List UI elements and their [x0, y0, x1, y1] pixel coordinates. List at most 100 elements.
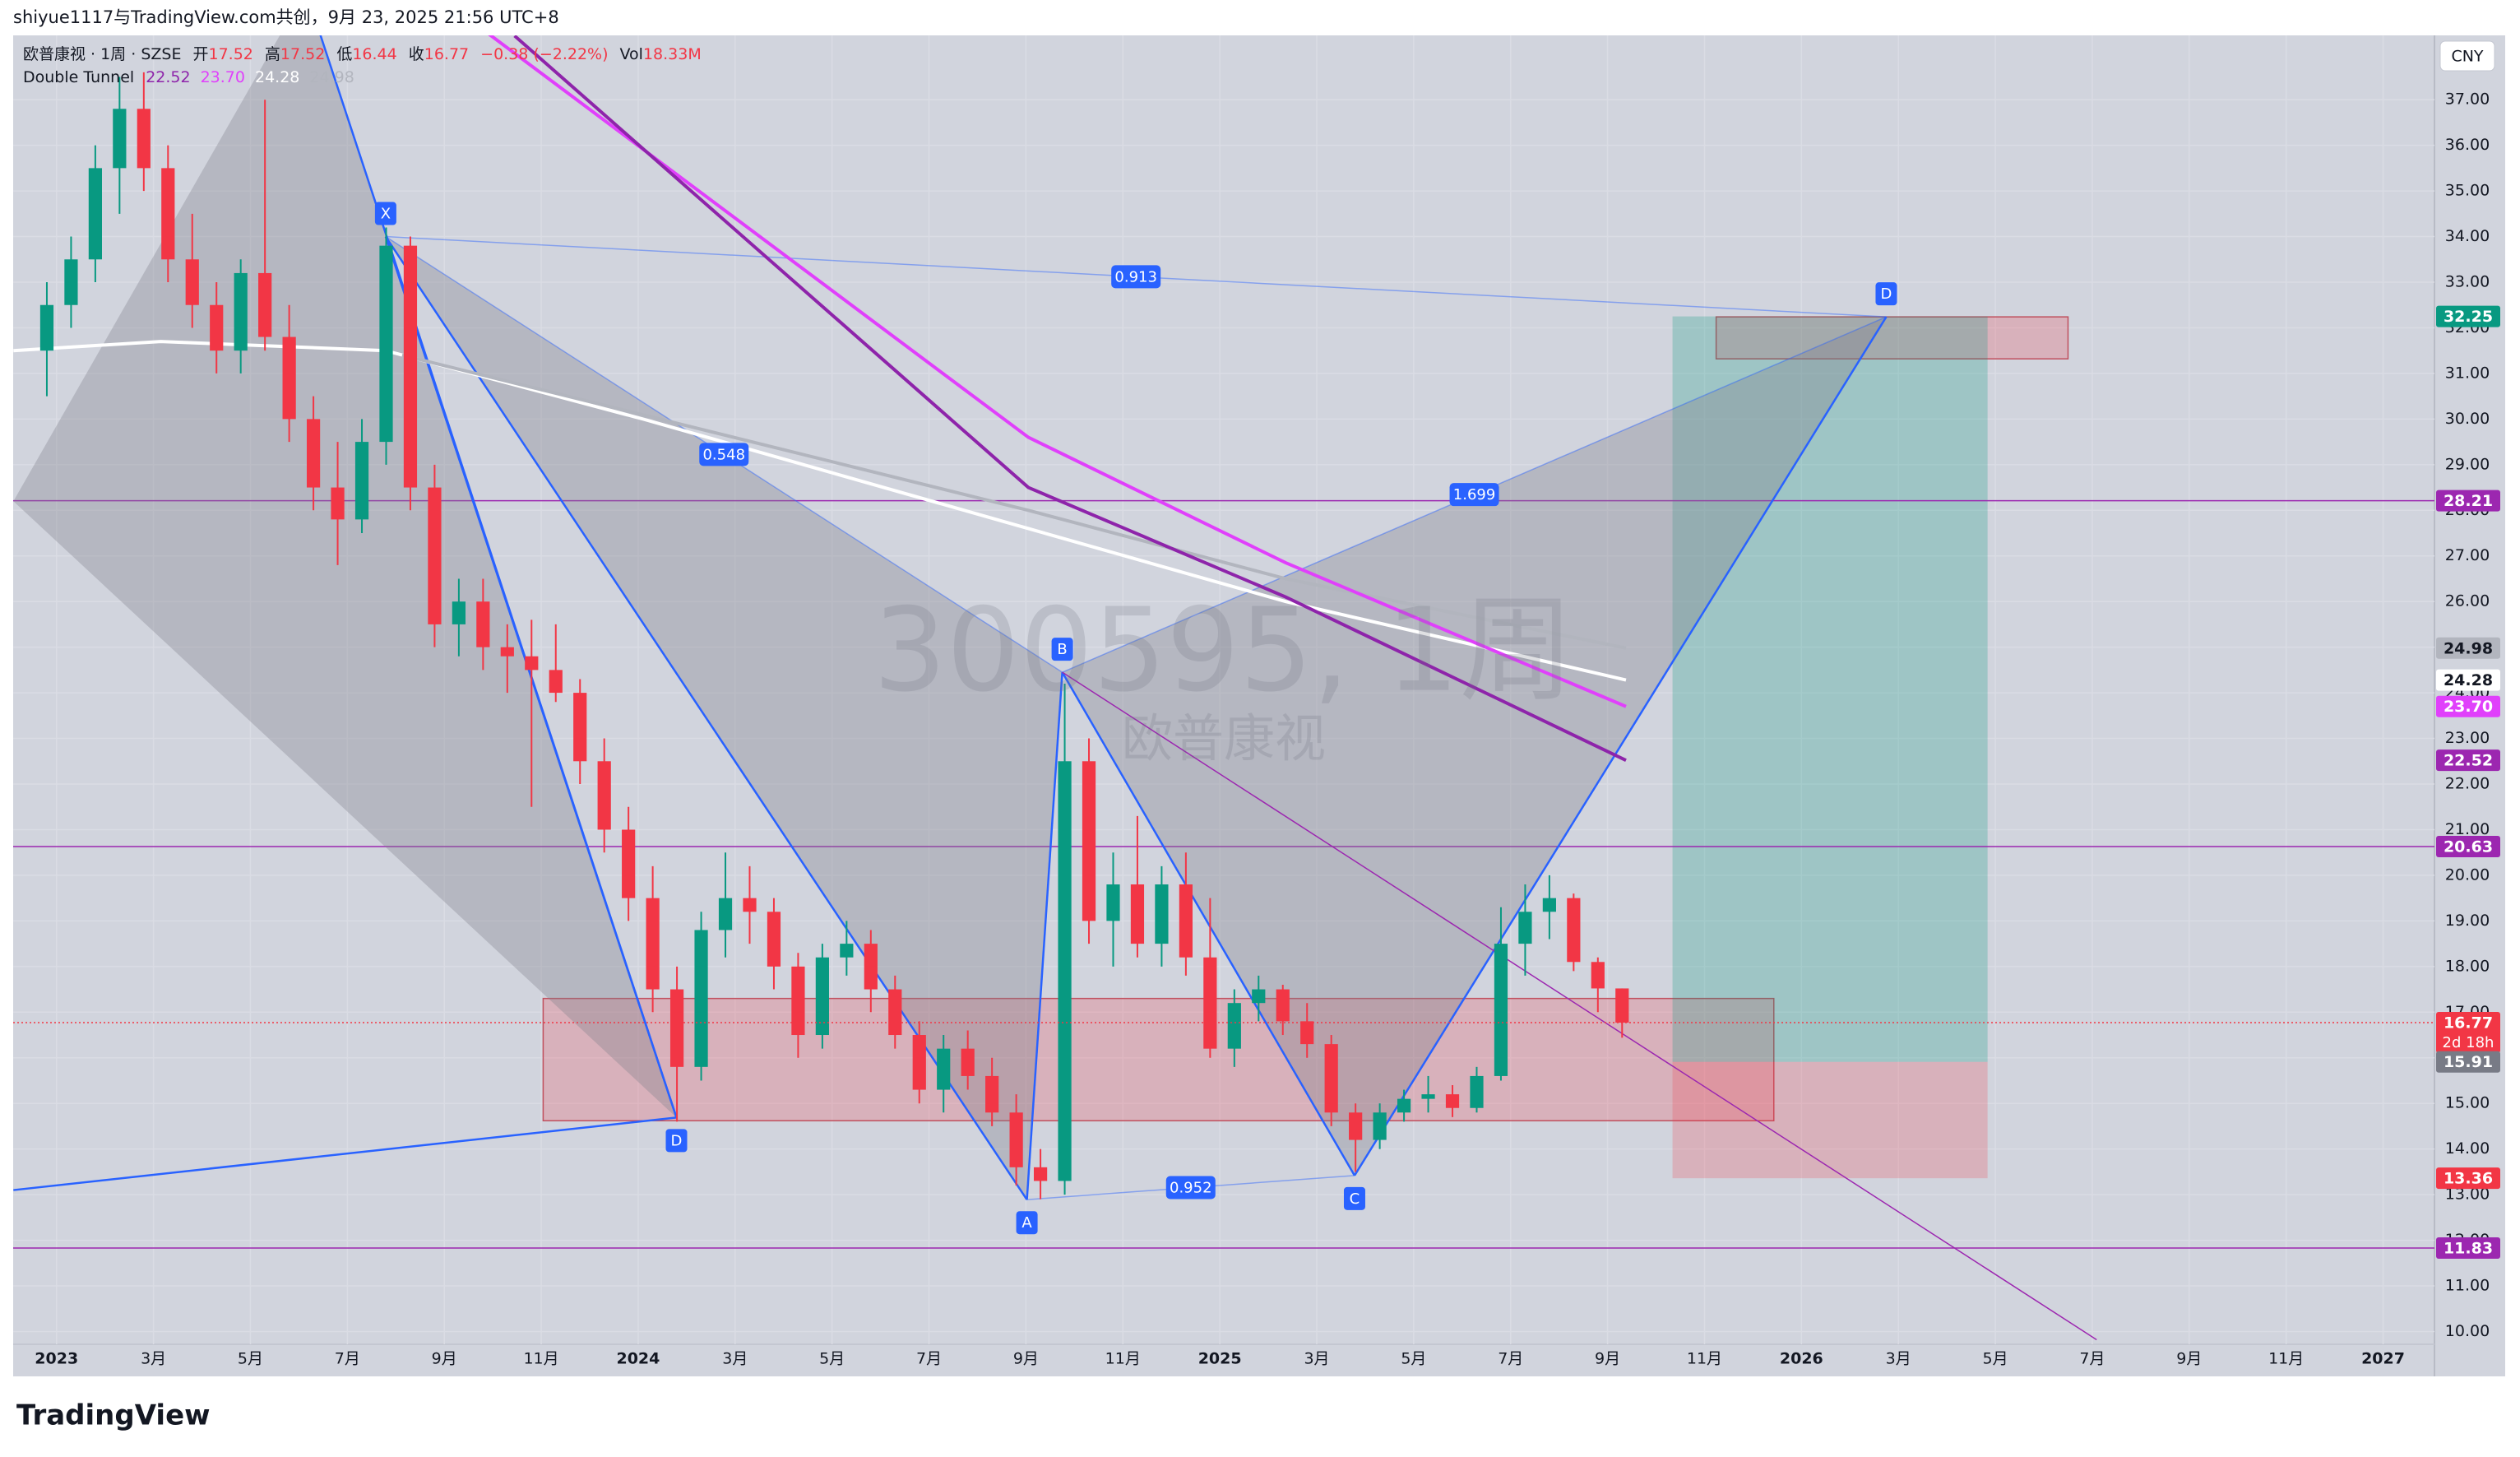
price-badge-label: 22.52 [2444, 752, 2493, 770]
indicator-value: 23.70 [201, 68, 245, 86]
x-tick-label: 7月 [335, 1350, 360, 1368]
brand: TradingView [16, 1399, 211, 1432]
x-tick-label: 3月 [722, 1350, 748, 1368]
candle-body [1373, 1112, 1387, 1140]
ohlc-value: 16.77 [424, 45, 469, 63]
point-box [374, 202, 396, 225]
candle-body [597, 761, 611, 830]
x-tick-label: 11月 [1687, 1350, 1722, 1368]
candle-body [985, 1075, 999, 1113]
candle-body [791, 966, 805, 1036]
credit: shiyue1117与TradingView.com共创，9月 23, 2025… [13, 7, 559, 27]
candle-body [1082, 761, 1096, 921]
candle-body [1203, 957, 1217, 1049]
x-tick-label: 7月 [1498, 1350, 1523, 1368]
candle-body [1227, 1003, 1241, 1049]
currency-button[interactable] [2439, 40, 2495, 72]
price-badge [2436, 1012, 2500, 1054]
plot [13, 35, 2434, 1344]
position-loss [1672, 1061, 1988, 1179]
x-tick-label: 3月 [1304, 1350, 1329, 1368]
candle-body [137, 109, 151, 169]
point-label: A [1021, 1214, 1032, 1232]
y-tick-label: 10.00 [2445, 1322, 2490, 1340]
y-tick-label: 20.00 [2445, 865, 2490, 884]
candle-body [331, 487, 345, 520]
candle-body [428, 487, 442, 624]
candle-body [452, 601, 466, 624]
candle-body [646, 898, 660, 990]
x-tick-label: 9月 [2176, 1350, 2202, 1368]
point-label: B [1057, 641, 1067, 658]
ohlc-value: 17.52 [280, 45, 325, 63]
y-tick-label: 15.00 [2445, 1094, 2490, 1112]
candle-body [912, 1035, 926, 1090]
candle-body [694, 930, 708, 1067]
symbol: 欧普康视 · 1周 · SZSE [23, 45, 181, 63]
candle-body [1397, 1098, 1411, 1113]
price-badge [2436, 749, 2500, 772]
price-badge [2436, 1051, 2500, 1073]
candle-body [379, 245, 393, 443]
candle-body [306, 419, 321, 488]
x-tick-label: 9月 [1013, 1350, 1039, 1368]
ohlc-key: 高 [265, 45, 280, 63]
point-box [1051, 638, 1073, 661]
point-label: X [381, 206, 391, 223]
y-tick-label: 33.00 [2445, 273, 2490, 291]
pattern-line [1026, 672, 1063, 1200]
y-tick-label: 11.00 [2445, 1277, 2490, 1295]
ratio-label: 0.952 [1170, 1180, 1212, 1197]
zone [1715, 316, 2069, 360]
candle-body [1276, 989, 1290, 1022]
candle-body [549, 670, 563, 694]
candle-body [161, 168, 175, 260]
y-tick-label: 37.00 [2445, 90, 2490, 109]
legend-row: Double Tunnel 22.52 23.70 24.28 24.98 [23, 68, 354, 86]
candle-body [622, 829, 636, 898]
currency[interactable]: CNY [2451, 48, 2483, 66]
candle-body [1349, 1112, 1363, 1140]
price-badge-label: 15.91 [2444, 1053, 2493, 1071]
ohlc-key: 开 [192, 45, 208, 63]
price-badge [2436, 695, 2500, 717]
legend-row: 欧普康视 · 1周 · SZSE 开17.52 高17.52 低16.44 收16.77… [23, 45, 702, 63]
position-profit [1672, 316, 1988, 1062]
price-badge [2436, 1237, 2500, 1259]
y-tick-label: 27.00 [2445, 546, 2490, 564]
candle-body [403, 245, 418, 488]
candle-body [1421, 1094, 1435, 1099]
watermark-name: 欧普康视 [1122, 708, 1326, 768]
ratio-box [1165, 1176, 1216, 1199]
change: −0.38 (−2.22%) [480, 45, 608, 63]
candle-body [210, 304, 224, 351]
pattern-fill [385, 236, 1063, 1200]
ratio-label: 0.548 [702, 446, 745, 463]
candle-body [1155, 884, 1169, 944]
candle-body [1324, 1044, 1338, 1113]
candle-body [1033, 1167, 1048, 1181]
ohlc-key: 低 [336, 45, 352, 63]
y-tick-label: 30.00 [2445, 410, 2490, 428]
point-box [1343, 1186, 1365, 1210]
price-badge-label: 24.28 [2444, 671, 2493, 689]
candle-body [815, 957, 829, 1036]
x-tick-label: 2023 [35, 1350, 78, 1368]
ma-line [513, 35, 1627, 762]
candle-body [476, 601, 490, 647]
price-badge-label: 28.21 [2444, 492, 2493, 510]
candle-body [64, 259, 78, 305]
x-tick-label: 5月 [1983, 1350, 2008, 1368]
candle-body [1106, 884, 1120, 921]
price-badge [2436, 305, 2500, 327]
price-badge [2436, 490, 2500, 512]
candle-body [282, 336, 296, 420]
indicator-value: 24.28 [255, 68, 299, 86]
candle-body [234, 272, 248, 351]
candle-body [113, 109, 127, 169]
candle-body [888, 989, 902, 1036]
candle-body [500, 647, 514, 657]
candle-body [1470, 1075, 1484, 1108]
x-tick-label: 11月 [2268, 1350, 2304, 1368]
